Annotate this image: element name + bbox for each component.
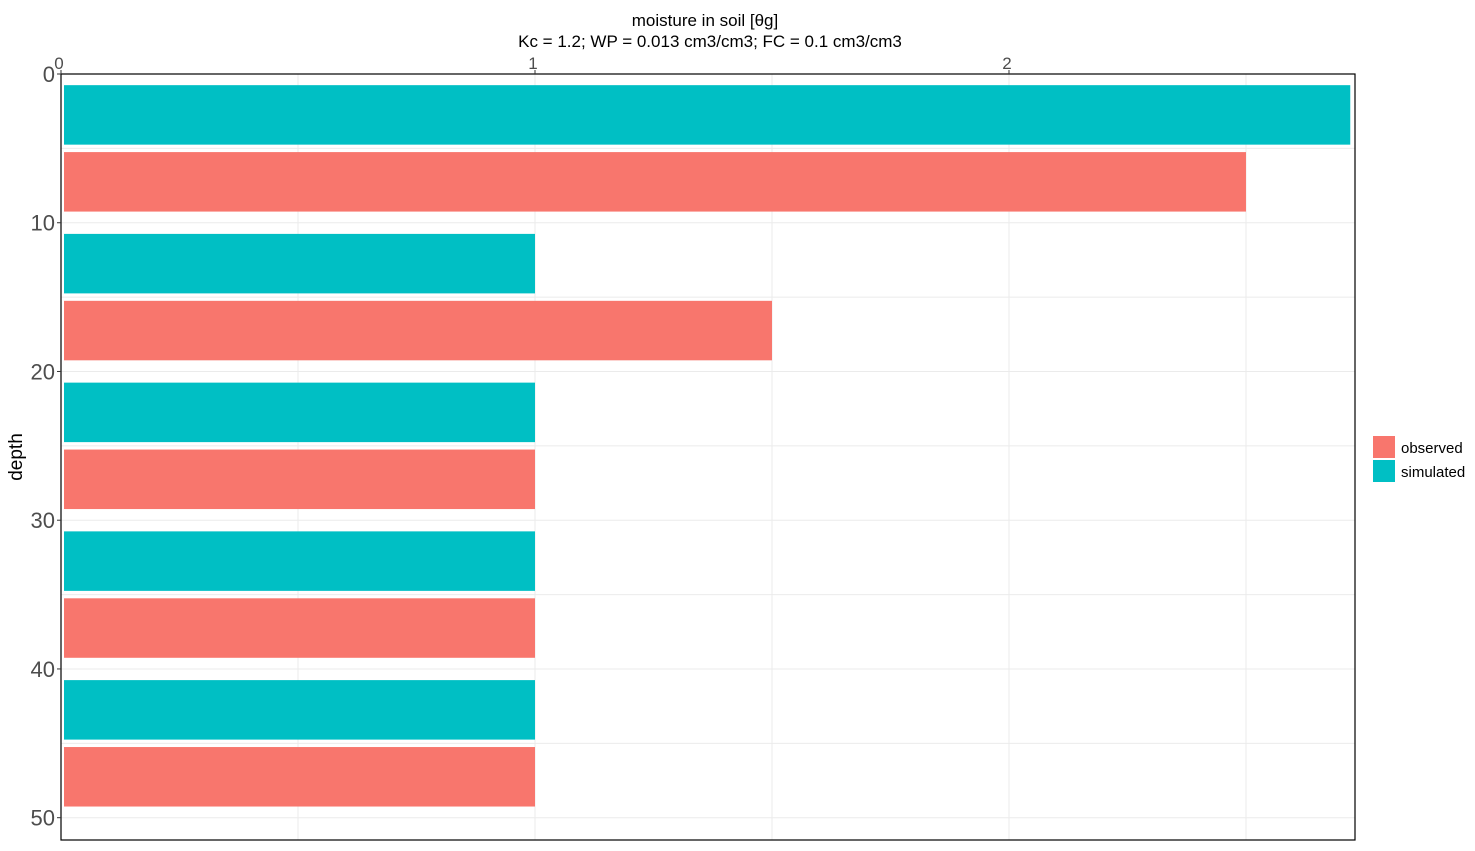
bar-simulated	[64, 233, 535, 294]
bar-simulated	[64, 680, 535, 740]
y-tick-label: 20	[31, 359, 55, 384]
y-tick-label: 40	[31, 657, 55, 682]
x-tick-label: 0	[54, 54, 63, 73]
bars	[64, 85, 1351, 807]
chart-title: moisture in soil [θg]	[632, 11, 778, 30]
bar-simulated	[64, 85, 1351, 145]
chart-subtitle: Kc = 1.2; WP = 0.013 cm3/cm3; FC = 0.1 c…	[518, 32, 902, 51]
bar-observed	[64, 598, 535, 658]
bar-observed	[64, 449, 535, 510]
legend: observed simulated	[1373, 436, 1465, 482]
bar-simulated	[64, 531, 535, 591]
bar-observed	[64, 300, 772, 361]
x-tick-label: 1	[528, 54, 537, 73]
legend-key-observed	[1373, 436, 1395, 458]
x-tick-label: 2	[1002, 54, 1011, 73]
y-tick-label: 0	[43, 62, 55, 87]
y-axis-title: depth	[6, 433, 27, 481]
bar-observed	[64, 747, 535, 807]
y-tick-label: 30	[31, 508, 55, 533]
plot-panel-border	[60, 73, 1356, 841]
bar-simulated	[64, 382, 535, 443]
bar-observed	[64, 152, 1246, 212]
y-tick-label: 10	[31, 211, 55, 236]
legend-label-simulated: simulated	[1401, 464, 1465, 481]
legend-label-observed: observed	[1401, 440, 1463, 457]
legend-key-simulated	[1373, 460, 1395, 482]
y-tick-label: 50	[31, 806, 55, 831]
